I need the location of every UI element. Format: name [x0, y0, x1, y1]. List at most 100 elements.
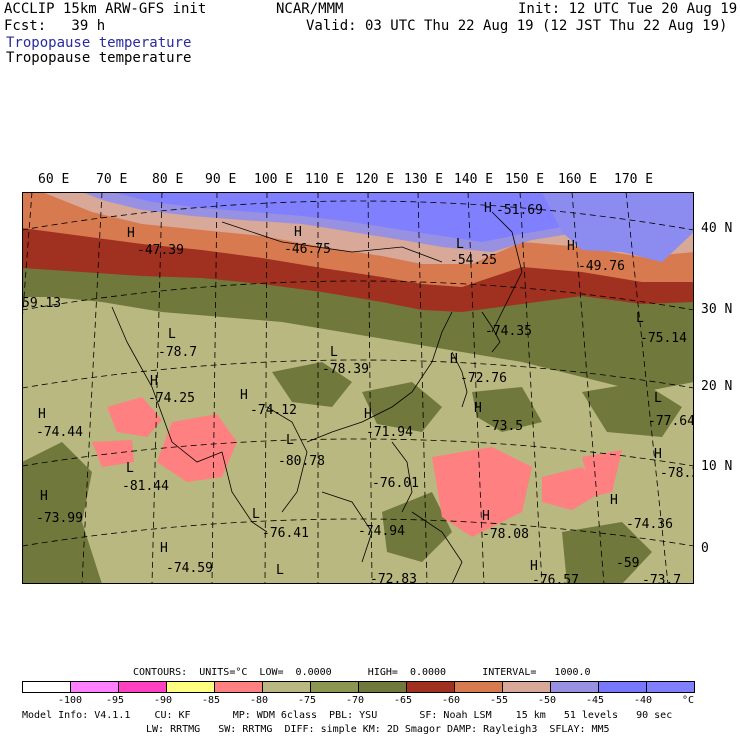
olive-patch-west	[22, 442, 102, 584]
marker-value: -73.99	[36, 511, 83, 526]
marker-value: -59	[616, 556, 639, 571]
colorbar-label: -40	[634, 695, 653, 706]
lon-label: 90 E	[205, 172, 237, 187]
lat-label: 10 N	[701, 459, 733, 474]
colorbar-swatch	[166, 681, 215, 693]
colorbar-label: -50	[538, 695, 557, 706]
marker-letter: H	[127, 226, 135, 241]
colorbar-swatch	[310, 681, 359, 693]
marker-value: -54.25	[450, 253, 497, 268]
lat-label: 30 N	[701, 302, 733, 317]
marker-letter: L	[168, 327, 176, 342]
olive-patch	[582, 382, 682, 437]
colorbar-label: °C	[682, 695, 695, 706]
marker-value: -76.01	[372, 476, 419, 491]
lon-label: 140 E	[454, 172, 494, 187]
colorbar-swatch	[550, 681, 599, 693]
lat-label: 20 N	[701, 379, 733, 394]
marker-value: -74.25	[148, 391, 195, 406]
marker-value: -73.7	[642, 573, 681, 584]
model-info-line1: Model Info: V4.1.1 CU: KF MP: WDM 6class…	[22, 710, 673, 721]
lon-label: 80 E	[152, 172, 184, 187]
marker-value: -75.14	[640, 331, 687, 346]
colorbar-swatch	[118, 681, 167, 693]
colorbar-swatch	[262, 681, 311, 693]
marker-letter: L	[252, 507, 260, 522]
cold-patch	[157, 414, 237, 482]
cold-patch	[542, 467, 602, 510]
lon-label: 150 E	[505, 172, 545, 187]
marker-value: -47.39	[137, 243, 184, 258]
valid-time: Valid: 03 UTC Thu 22 Aug 19 (12 JST Thu …	[306, 18, 728, 34]
marker-value: -71.94	[366, 425, 413, 440]
marker-value: -77.64	[648, 414, 694, 429]
forecast-hour: Fcst: 39 h	[4, 18, 106, 34]
colorbar-swatch	[22, 681, 71, 693]
cold-patch	[107, 397, 162, 437]
olive-patch	[362, 382, 442, 432]
lon-label: 100 E	[254, 172, 294, 187]
lat-label: 40 N	[701, 221, 733, 236]
marker-value: -78.3	[660, 466, 694, 481]
marker-value: -74.36	[626, 517, 673, 532]
extrema-markers: H -47.39 H -46.75 H -51.69 L -54.25 H -4…	[22, 201, 694, 584]
lat-lon-grid	[22, 192, 694, 584]
marker-value: -74.12	[250, 403, 297, 418]
marker-letter: L	[330, 345, 338, 360]
marker-letter: H	[610, 493, 618, 508]
field-title-blue: Tropopause temperature	[6, 35, 192, 51]
lon-label: 160 E	[558, 172, 598, 187]
lat-label: 0	[701, 541, 709, 556]
colorbar-swatch	[358, 681, 407, 693]
colorbar-label: -45	[586, 695, 605, 706]
marker-letter: L	[286, 433, 294, 448]
marker-letter: H	[38, 407, 46, 422]
olive-patch	[562, 522, 652, 584]
temperature-band-blue-ne	[542, 192, 694, 262]
model-info-line2: LW: RRTMG SW: RRTMG DIFF: simple KM: 2D …	[146, 724, 610, 735]
marker-value: -74.44	[36, 425, 83, 440]
colorbar-label: -65	[394, 695, 413, 706]
olive-patch	[382, 492, 452, 562]
marker-letter: L	[636, 311, 644, 326]
marker-value: -49.76	[578, 259, 625, 274]
marker-letter: H	[530, 559, 538, 574]
colorbar-label: -90	[154, 695, 173, 706]
colorbar-label: -95	[106, 695, 125, 706]
org-label: NCAR/MMM	[276, 1, 344, 17]
marker-letter: H	[654, 447, 662, 462]
temperature-band-blue	[112, 192, 622, 242]
marker-letter: -78.7	[158, 345, 197, 360]
colorbar-swatch	[598, 681, 647, 693]
marker-letter: H	[240, 388, 248, 403]
colorbar-swatch	[646, 681, 695, 693]
marker-letter: H	[482, 509, 490, 524]
colorbar-swatch	[70, 681, 119, 693]
lon-label: 170 E	[614, 172, 654, 187]
marker-letter: H	[567, 239, 575, 254]
colorbar-swatch	[406, 681, 455, 693]
cold-patch	[582, 450, 622, 497]
marker-letter: H	[364, 407, 372, 422]
colorbar-label: -70	[346, 695, 365, 706]
lon-label: 70 E	[96, 172, 128, 187]
marker-letter: H	[450, 352, 458, 367]
marker-value: -74.59	[166, 561, 213, 576]
marker-value: -78.08	[482, 527, 529, 542]
marker-letter: L	[126, 461, 134, 476]
marker-letter: H	[160, 541, 168, 556]
marker-letter: H	[474, 401, 482, 416]
marker-value: 59.13	[22, 296, 61, 311]
colorbar-label: -55	[490, 695, 509, 706]
colorbar-label: -60	[442, 695, 461, 706]
init-time: Init: 12 UTC Tue 20 Aug 19	[518, 1, 738, 17]
colorbar-swatch	[214, 681, 263, 693]
colorbar-label: -75	[298, 695, 317, 706]
lon-label: 110 E	[305, 172, 345, 187]
colorbar-swatch	[502, 681, 551, 693]
marker-letter: H	[484, 201, 492, 216]
colorbar-label: -100	[58, 695, 83, 706]
marker-value: -81.44	[122, 479, 169, 494]
marker-letter: H	[40, 489, 48, 504]
tropopause-temperature-map: H -47.39 H -46.75 H -51.69 L -54.25 H -4…	[22, 192, 694, 584]
